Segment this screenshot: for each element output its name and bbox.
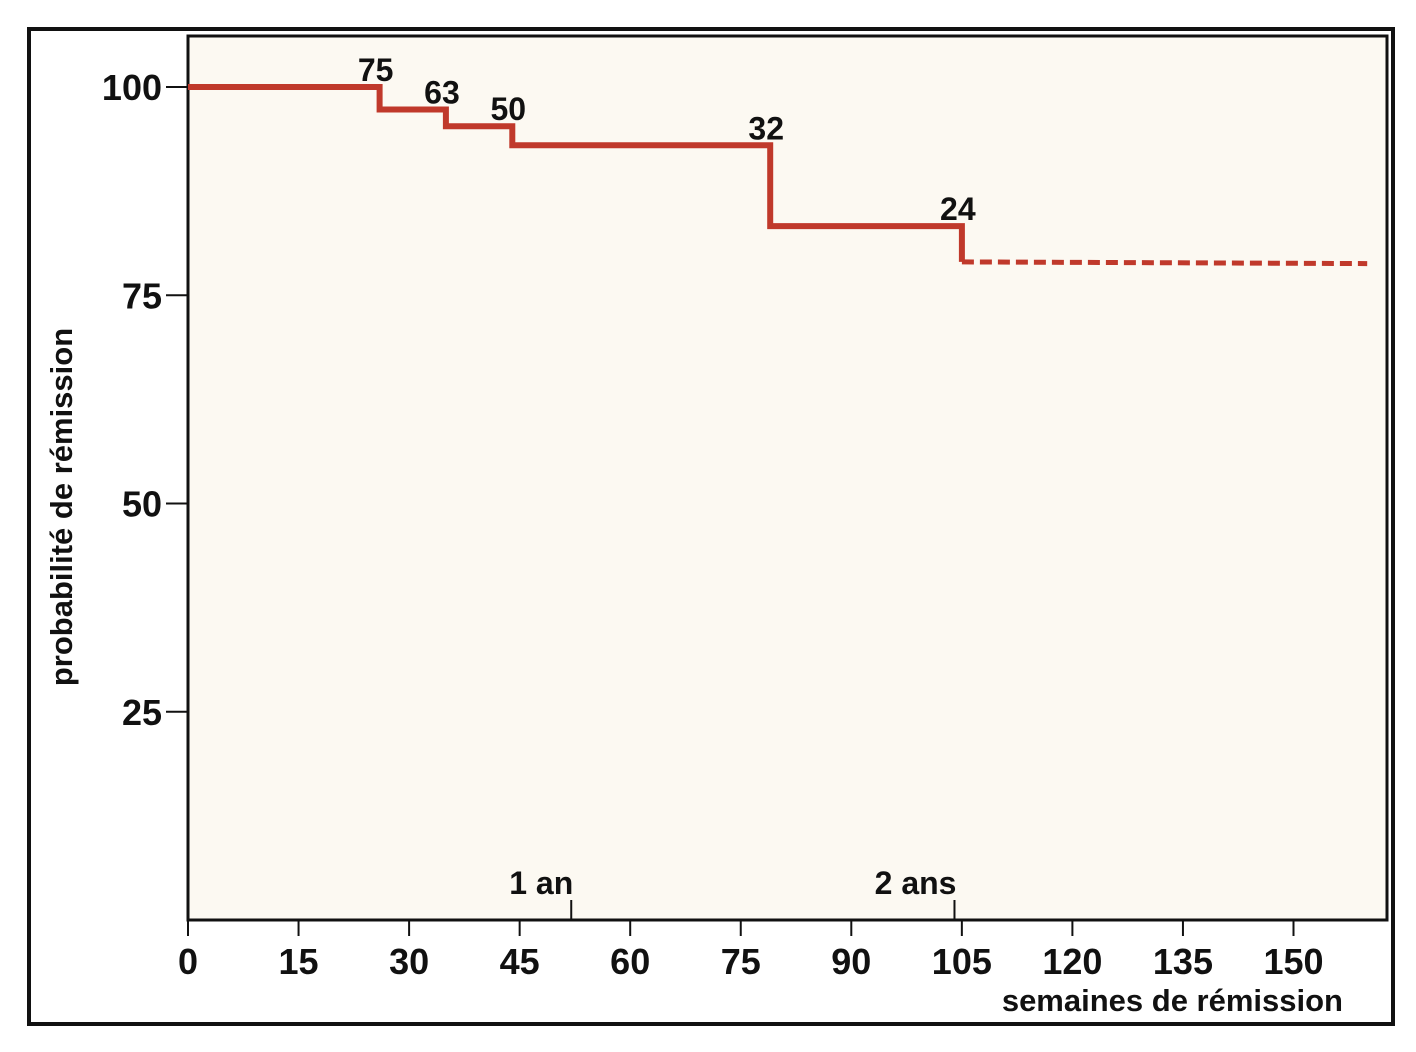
year-annotation: 2 ans: [875, 865, 957, 901]
series-line-step: [188, 84, 965, 262]
y-tick-label: 25: [122, 692, 162, 733]
chart-labels: 0 15 30 45 60 75 90 105 120 135 150 25 50 75 100 1 an 2 …: [102, 52, 1324, 982]
x-tick-label: 90: [831, 941, 871, 982]
x-tick-label: 75: [721, 941, 761, 982]
x-tick-label: 15: [279, 941, 319, 982]
step-label: 63: [424, 74, 460, 110]
y-tick-label: 50: [122, 484, 162, 525]
chart-marks: [188, 84, 1368, 267]
x-tick-label: 0: [178, 941, 198, 982]
step-label: 24: [940, 191, 976, 227]
year-annotation: 1 an: [509, 865, 573, 901]
y-tick-label: 100: [102, 67, 162, 108]
step-label: 75: [358, 52, 394, 88]
x-tick-label: 135: [1153, 941, 1213, 982]
x-tick-label: 150: [1263, 941, 1323, 982]
series-line-dashed: [961, 259, 1368, 267]
x-tick-label: 30: [389, 941, 429, 982]
x-axis-title: semaines de rémission: [1002, 983, 1343, 1018]
y-tick-label: 75: [122, 275, 162, 316]
plot-area: [186, 34, 1389, 922]
x-tick-label: 45: [500, 941, 540, 982]
y-axis-title: probabilité de rémission: [44, 328, 79, 686]
step-label: 50: [490, 91, 526, 127]
axes: [166, 86, 1295, 936]
x-tick-label: 60: [610, 941, 650, 982]
x-tick-label: 105: [932, 941, 992, 982]
step-label: 32: [748, 110, 784, 146]
x-tick-label: 120: [1042, 941, 1102, 982]
